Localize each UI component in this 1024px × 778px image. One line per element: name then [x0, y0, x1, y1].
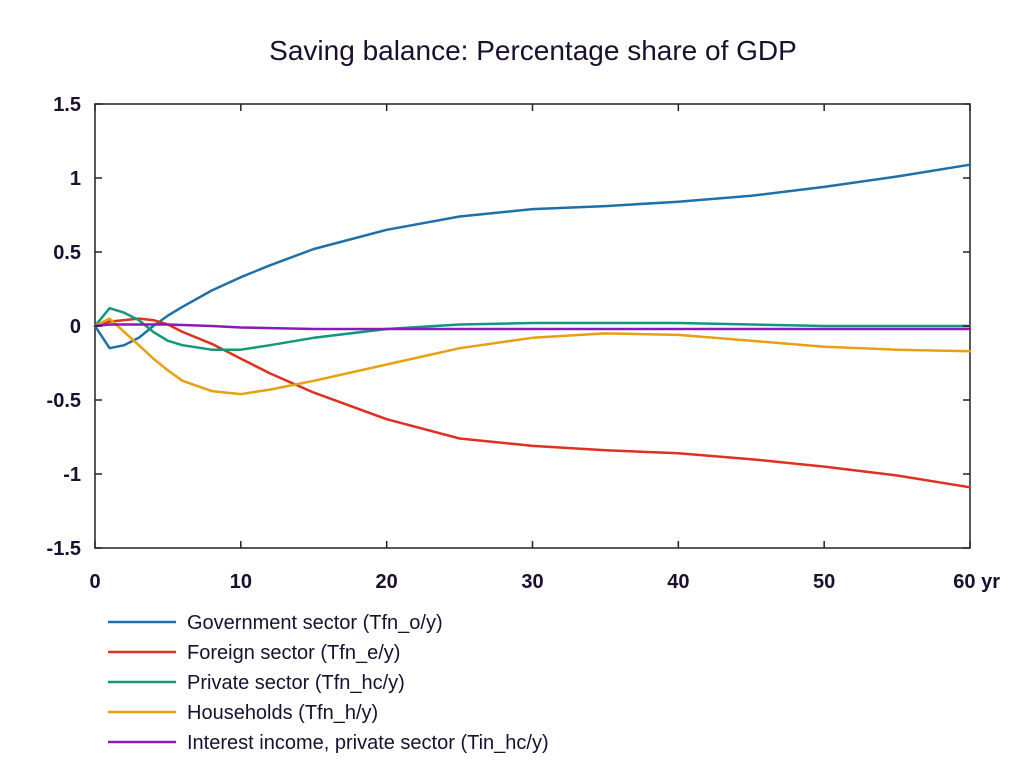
tick-layer: 1.5 1 0.5 0 -0.5 -1 -1.5 0 10 20 30 40 50 60 yr	[47, 94, 1001, 593]
y-tick-label: 1	[70, 168, 81, 190]
legend-label-2: Foreign sector (Tfn_e/y)	[187, 642, 400, 664]
x-tick-label: 10	[230, 571, 252, 593]
y-tick-label: -0.5	[47, 390, 81, 412]
x-tick-label: 50	[813, 571, 835, 593]
series-line-4	[93, 317, 972, 396]
legend-label-5: Interest income, private sector (Tin_hc/…	[187, 732, 549, 754]
series-line-2	[93, 317, 972, 489]
y-tick-label: 0	[70, 316, 81, 338]
chart-title: Saving balance: Percentage share of GDP	[269, 35, 797, 66]
series-line-3	[93, 306, 972, 351]
x-tick-label: 60 yr	[953, 571, 1000, 593]
series-layer	[93, 163, 972, 489]
y-tick-label: -1	[63, 464, 81, 486]
y-tick-label: 0.5	[53, 242, 81, 264]
y-tick-label: -1.5	[47, 538, 81, 560]
legend-label-4: Households (Tfn_h/y)	[187, 702, 378, 724]
x-tick-label: 0	[89, 571, 100, 593]
legend: Government sector (Tfn_o/y) Foreign secto…	[108, 612, 549, 754]
legend-label-3: Private sector (Tfn_hc/y)	[187, 672, 405, 694]
series-line-1	[93, 163, 972, 350]
x-tick-label: 40	[667, 571, 689, 593]
y-tick-label: 1.5	[53, 94, 81, 116]
x-tick-label: 30	[521, 571, 543, 593]
series-line-5	[93, 323, 972, 331]
x-tick-label: 20	[376, 571, 398, 593]
legend-label-1: Government sector (Tfn_o/y)	[187, 612, 443, 634]
